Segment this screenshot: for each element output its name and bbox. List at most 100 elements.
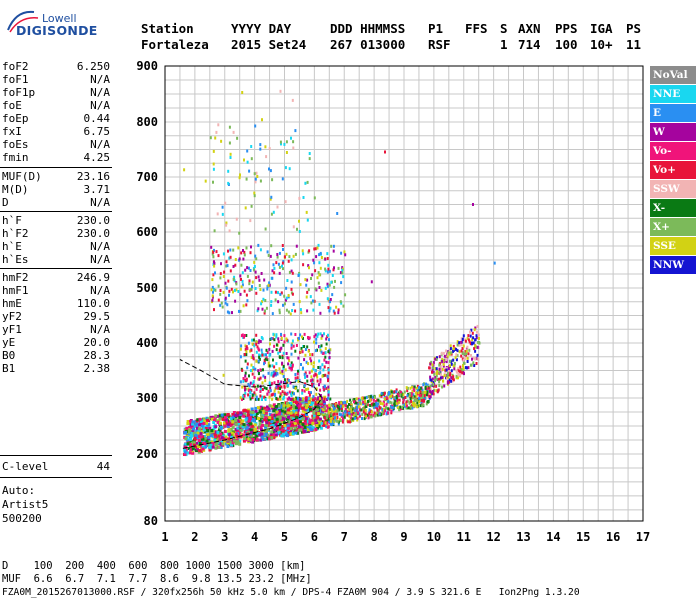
echo-point: [327, 306, 330, 310]
echo-point: [297, 370, 299, 373]
echo-point: [406, 394, 409, 398]
echo-point: [314, 418, 318, 422]
echo-point: [435, 358, 438, 361]
echo-point: [238, 426, 242, 430]
echo-point: [287, 415, 290, 419]
echo-point: [319, 388, 322, 392]
param-key: h`Es: [2, 253, 29, 266]
echo-point: [302, 252, 305, 256]
echo-point: [473, 328, 476, 332]
param-key: foF1: [2, 73, 29, 86]
echo-point: [379, 406, 381, 410]
echo-point: [275, 343, 278, 347]
echo-point: [229, 269, 232, 273]
echo-point: [299, 398, 302, 401]
echo-point: [281, 390, 284, 394]
echo-point: [281, 177, 284, 181]
echo-point: [270, 413, 274, 417]
echo-point: [301, 389, 304, 392]
echo-point: [226, 413, 230, 416]
echo-point: [337, 308, 340, 312]
echo-point: [307, 362, 310, 366]
echo-point: [315, 392, 318, 396]
param-row: foF2 6.250: [2, 60, 110, 73]
echo-point: [307, 387, 310, 391]
y-tick-label: 800: [136, 115, 158, 129]
echo-point: [241, 279, 244, 283]
echo-point: [239, 435, 243, 439]
profile-curve: [179, 359, 323, 449]
echo-point: [227, 181, 230, 185]
echo-point: [419, 390, 422, 394]
echo-point: [373, 402, 376, 406]
echo-point: [438, 384, 441, 388]
echo-point: [251, 411, 255, 414]
echo-point: [296, 376, 299, 380]
echo-point: [318, 286, 321, 289]
echo-point: [197, 427, 201, 431]
echo-point: [249, 428, 253, 432]
echo-point: [197, 430, 201, 433]
echo-point: [327, 379, 329, 383]
echo-point: [344, 410, 347, 414]
echo-point: [236, 439, 240, 443]
echo-point: [357, 411, 359, 415]
echo-point: [338, 412, 341, 416]
echo-point: [339, 300, 342, 304]
echo-point: [285, 337, 288, 341]
echo-point: [228, 440, 232, 444]
echo-point: [204, 445, 208, 449]
echo-point: [259, 394, 262, 398]
echo-point: [330, 412, 333, 416]
echo-point: [328, 356, 331, 359]
echo-point: [318, 253, 321, 257]
echo-point: [246, 266, 249, 270]
echo-point: [319, 251, 322, 255]
echo-point: [313, 374, 316, 378]
echo-point: [448, 348, 451, 352]
echo-point: [431, 370, 433, 374]
echo-point: [235, 435, 239, 438]
echo-point: [303, 332, 306, 336]
echo-point: [288, 366, 291, 370]
echo-point: [226, 303, 229, 307]
echo-point: [468, 340, 471, 344]
echo-point: [462, 358, 465, 362]
echo-point: [390, 394, 393, 398]
echo-point: [334, 279, 336, 283]
echo-point: [283, 340, 286, 344]
echo-point: [301, 391, 304, 395]
echo-point: [282, 417, 286, 421]
echo-point: [305, 295, 308, 299]
echo-point: [251, 438, 255, 441]
echo-point: [213, 248, 215, 252]
echo-point: [288, 417, 292, 421]
echo-point: [436, 390, 439, 394]
echo-point: [229, 255, 232, 259]
echo-point: [387, 393, 390, 397]
echo-point: [467, 338, 470, 342]
echo-point: [258, 339, 261, 343]
echo-point: [452, 347, 455, 351]
echo-point: [325, 409, 328, 413]
echo-point: [367, 400, 369, 403]
echo-point: [354, 401, 357, 405]
echo-point: [215, 440, 219, 444]
echo-point: [276, 205, 279, 209]
echo-point: [212, 162, 215, 166]
echo-point: [246, 423, 250, 427]
echo-point: [186, 451, 190, 455]
echo-point: [412, 404, 415, 408]
echo-point: [241, 435, 245, 439]
echo-point: [255, 359, 258, 363]
echo-point: [418, 396, 421, 400]
echo-point: [294, 418, 298, 422]
echo-point: [301, 335, 303, 339]
echo-point: [265, 423, 269, 427]
echo-point: [376, 413, 379, 417]
echo-point: [390, 390, 393, 394]
echo-point: [248, 374, 250, 378]
echo-point: [335, 404, 338, 408]
echo-point: [324, 257, 327, 261]
echo-point: [208, 440, 212, 443]
